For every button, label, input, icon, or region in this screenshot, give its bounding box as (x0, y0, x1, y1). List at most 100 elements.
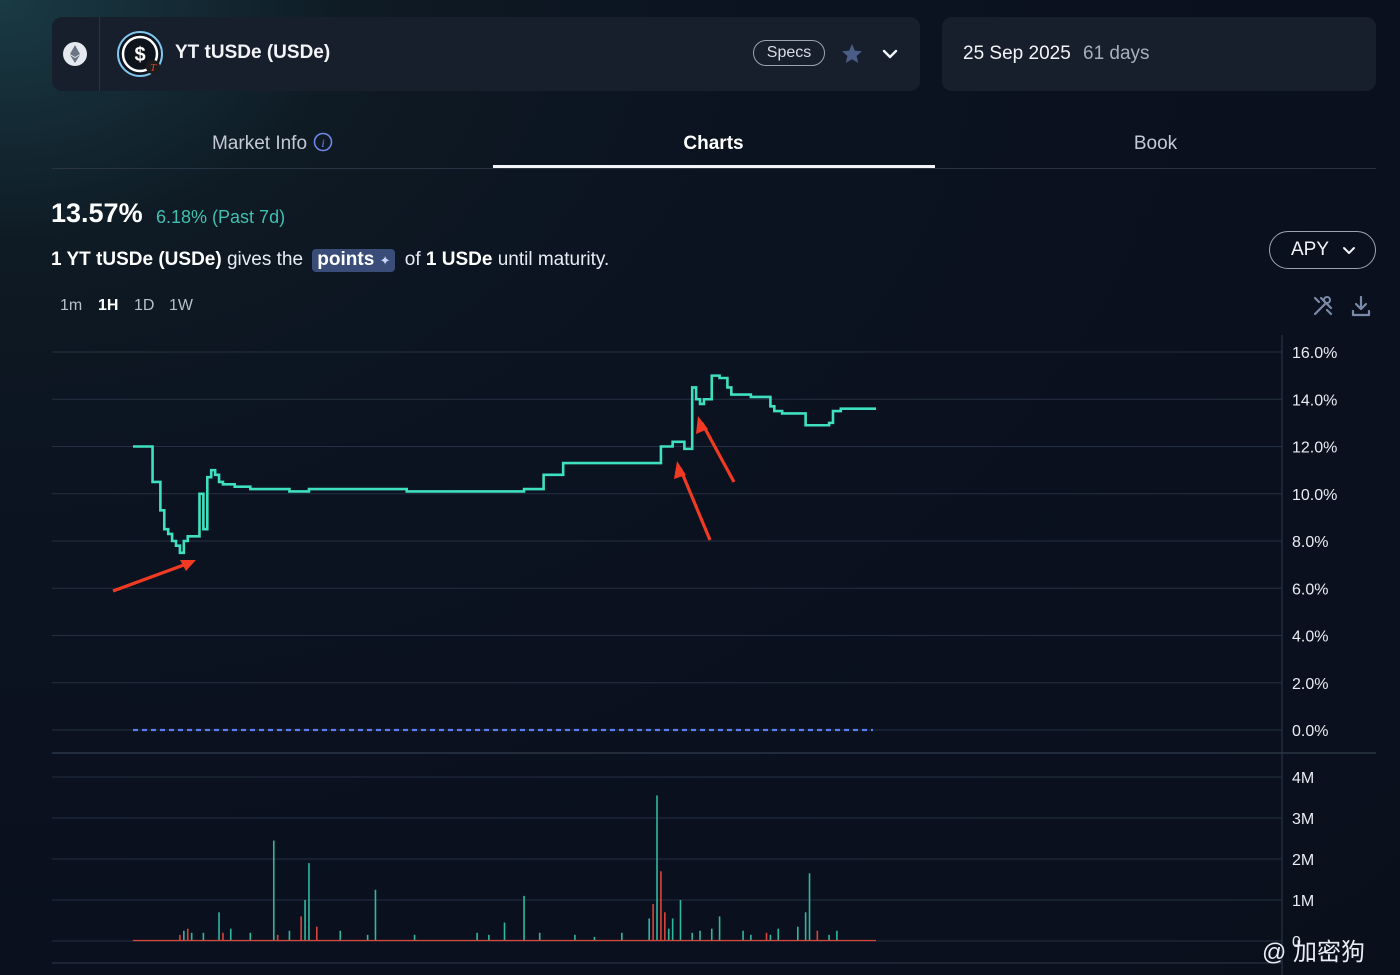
desc-text: gives the (226, 249, 304, 270)
volume-bar (664, 912, 666, 941)
specs-button[interactable]: Specs (753, 40, 825, 66)
tab-market-info[interactable]: Market Info i (52, 118, 493, 168)
volume-bar (796, 926, 799, 941)
volume-bar (656, 795, 658, 941)
volume-bar (667, 928, 670, 941)
timeframe-1h[interactable]: 1H (98, 297, 119, 314)
market-header: $ T YT tUSDe (USDe) Specs (52, 17, 920, 91)
volume-bar (816, 930, 819, 941)
y-tick-label: 0.0% (1292, 723, 1328, 740)
volume-bar (621, 932, 623, 941)
apy-change: 6.18% (Past 7d) (156, 207, 286, 227)
volume-bar (179, 934, 181, 941)
active-tab-indicator (493, 165, 935, 168)
description: 1 YT tUSDe (USDe) gives the points ✦ of … (51, 249, 609, 272)
volume-bar (366, 934, 369, 941)
volume-bar (476, 932, 478, 941)
volume-bar (488, 934, 490, 941)
volume-bar (828, 934, 830, 941)
arrow-annotation (678, 467, 712, 541)
svg-text:$: $ (134, 44, 145, 66)
volume-bar (218, 912, 220, 941)
arrow-annotation (112, 560, 193, 593)
apy-chart[interactable]: 16.0% 14.0% 12.0% 10.0% 8.0% 6.0% 4.0% 2.0% 0.0%… (0, 330, 1400, 975)
arrow-head (180, 560, 196, 571)
desc-token: 1 YT tUSDe (USDe) (51, 249, 222, 270)
star-icon[interactable] (840, 42, 864, 66)
tools-icon[interactable] (1311, 294, 1335, 318)
tab-book[interactable]: Book (1133, 133, 1178, 154)
volume-bar (593, 936, 596, 941)
y-tick-label: 14.0% (1292, 392, 1337, 409)
y-tick-label: 8.0% (1292, 534, 1328, 551)
volume-bar (308, 863, 310, 941)
maturity-days: 61 days (1083, 43, 1150, 64)
volume-bar (769, 934, 772, 941)
volume-bar (777, 928, 780, 941)
timeframe-1w[interactable]: 1W (169, 297, 193, 314)
chart-grid (52, 335, 1376, 975)
volume-bar (339, 930, 342, 941)
y-tick-label: 4.0% (1292, 629, 1328, 646)
volume-bars (133, 795, 876, 942)
volume-bar (315, 926, 318, 941)
token-name: YT tUSDe (USDe) (175, 42, 331, 63)
arrow-head (674, 461, 686, 479)
volume-bar (249, 932, 252, 941)
volume-bar (222, 932, 224, 941)
points-label: points (317, 249, 375, 270)
metric-select-value: APY (1291, 239, 1330, 260)
volume-bar (304, 900, 306, 941)
arrow-head (696, 416, 708, 434)
y-tick-label: 2.0% (1292, 676, 1328, 693)
volume-bar (660, 871, 662, 941)
usde-token-icon: $ T (117, 31, 163, 77)
volume-bar (648, 918, 650, 941)
timeframe-1d[interactable]: 1D (134, 297, 155, 314)
arrow-annotation (700, 422, 736, 483)
y-tick-label: 4M (1292, 770, 1314, 787)
sparkle-icon: ✦ (379, 253, 391, 268)
maturity-card[interactable]: 25 Sep 2025 61 days (942, 17, 1376, 91)
volume-bar (808, 873, 811, 941)
volume-bar (750, 934, 752, 941)
volume-bar (229, 928, 232, 941)
volume-bar (202, 932, 205, 941)
volume-bar (276, 934, 279, 941)
info-icon[interactable]: i (313, 132, 333, 152)
current-apy: 13.57% (51, 198, 143, 228)
volume-bar (710, 928, 713, 941)
volume-bar (186, 928, 189, 941)
y-tick-label: 6.0% (1292, 581, 1328, 598)
tab-charts[interactable]: Charts (683, 133, 744, 154)
volume-bar (836, 930, 838, 941)
volume-bar (523, 895, 525, 941)
volume-bar (652, 904, 654, 941)
download-icon[interactable] (1349, 294, 1373, 318)
y-tick-label: 10.0% (1292, 487, 1337, 504)
volume-bar (679, 900, 682, 941)
svg-text:i: i (321, 136, 324, 150)
desc-asset: 1 USDe (425, 249, 493, 270)
apy-line (133, 374, 876, 555)
volume-bar (765, 932, 768, 941)
desc-of: of (404, 249, 421, 270)
volume-bar (538, 932, 541, 941)
y-tick-label: 1M (1292, 893, 1314, 910)
timeframe-1m[interactable]: 1m (60, 297, 83, 314)
ethereum-icon (63, 42, 87, 66)
metric-select[interactable]: APY (1269, 231, 1376, 269)
watermark: @ 加密狗 (1262, 939, 1366, 966)
points-chip[interactable]: points ✦ (312, 249, 396, 272)
tab-bar: Market Info i Charts Book (52, 118, 1376, 169)
chevron-down-icon[interactable] (880, 44, 900, 64)
desc-suffix: until maturity. (497, 249, 610, 270)
volume-bar (718, 916, 721, 941)
annotation-arrows (112, 416, 736, 593)
tab-label: Market Info (211, 133, 308, 154)
volume-bar (742, 930, 744, 941)
chain-selector[interactable] (52, 17, 100, 91)
y-tick-label: 16.0% (1292, 345, 1337, 362)
volume-bar (699, 930, 701, 941)
volume-bar (671, 918, 674, 941)
